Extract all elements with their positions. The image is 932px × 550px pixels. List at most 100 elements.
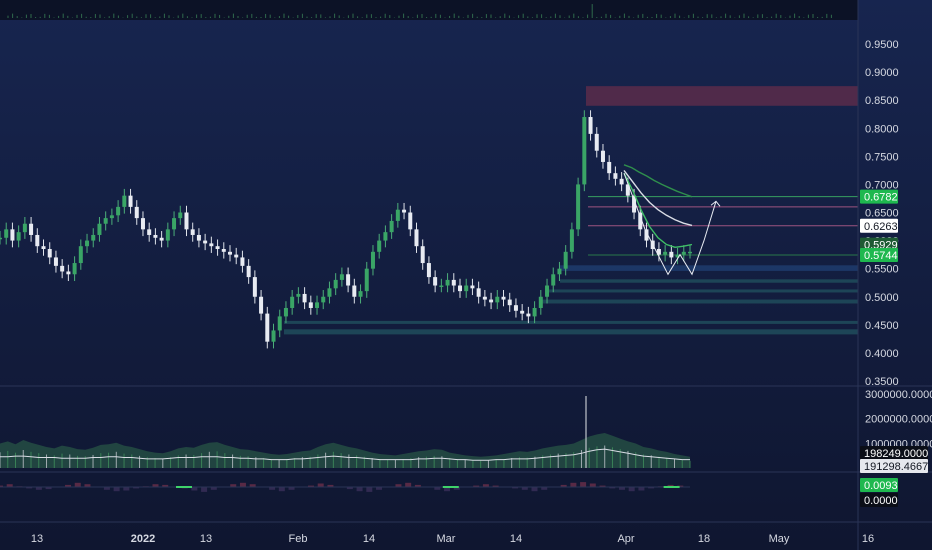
price-candle-body: [327, 288, 332, 297]
price-candle-body: [576, 184, 581, 230]
price-candle-body: [358, 291, 363, 297]
price-candle-body: [663, 251, 668, 255]
price-candle-body: [383, 232, 388, 241]
price-candle-body: [165, 229, 170, 241]
price-candle-body: [458, 285, 462, 292]
price-candle-body: [296, 293, 301, 297]
oscillator-pane[interactable]: [0, 482, 690, 492]
demand-zone: [284, 329, 858, 335]
price-candle-body: [35, 234, 40, 247]
price-pane[interactable]: [0, 110, 858, 349]
price-candle-body: [451, 279, 456, 286]
price-candle-body: [4, 229, 9, 238]
price-candle-body: [594, 133, 599, 151]
time-tick-label: Mar: [437, 533, 456, 545]
price-candle-body: [476, 288, 481, 297]
price-candle-body: [688, 251, 692, 254]
price-candle-body: [501, 296, 506, 300]
price-candle-body: [675, 254, 680, 258]
demand-zone: [560, 279, 858, 283]
price-last-badge: 0.5744: [864, 250, 898, 262]
price-candle-body: [495, 296, 500, 303]
time-axis[interactable]: 13 2022 13 Feb 14 Mar 14 Apr 18 May 16: [31, 533, 874, 545]
price-candle-body: [644, 229, 649, 241]
time-tick-label: Apr: [617, 533, 634, 545]
price-candle-body: [625, 184, 630, 196]
price-candle-body: [632, 195, 637, 213]
price-candle-body: [600, 150, 605, 162]
price-candle-body: [346, 274, 351, 286]
price-candle-body: [134, 206, 139, 219]
price-candle-body: [619, 178, 624, 185]
price-candle-body: [613, 173, 618, 179]
demand-zone: [540, 299, 858, 304]
price-candle-body: [53, 257, 58, 266]
price-candle-body: [91, 234, 96, 241]
price-candle-body: [638, 212, 643, 230]
price-candle-body: [681, 251, 686, 255]
moving-average-line: [623, 164, 693, 198]
price-tick-label: 0.3500: [865, 376, 899, 388]
price-candle-body: [246, 265, 251, 278]
price-candle-body: [184, 212, 189, 230]
price-current-badge-bg: [860, 189, 898, 204]
price-candle-body: [408, 212, 413, 230]
volume-ma-badge-bg: [860, 459, 928, 473]
price-candle-body: [178, 212, 183, 219]
price-candle-body: [526, 313, 531, 317]
top-volume-strip: [0, 0, 858, 20]
price-candle-body: [339, 274, 344, 280]
price-candle-body: [159, 237, 164, 241]
price-candle-body: [97, 223, 102, 235]
oscillator-value-badge: 0.0093: [864, 480, 898, 492]
price-tick-label: 0.5500: [865, 264, 899, 276]
oscillator-zero-badge: 0.0000: [864, 495, 898, 507]
price-candle-body: [669, 251, 674, 258]
price-candle-body: [215, 246, 220, 250]
price-candle-body: [128, 195, 133, 207]
price-axis[interactable]: 0.9500 0.9000 0.8500 0.8000 0.7500 0.7000 0.65…: [865, 39, 899, 388]
price-candle-body: [315, 302, 320, 308]
price-candle-body: [402, 209, 407, 213]
time-tick-label: 14: [363, 533, 375, 545]
price-candle-body: [283, 307, 288, 317]
volume-average-line: [0, 448, 690, 461]
price-candle-body: [370, 251, 375, 269]
oscillator-zero-badge-bg: [860, 493, 898, 507]
volume-ma-badge: 191298.4667: [864, 461, 928, 473]
price-tick-label: 0.9500: [865, 39, 899, 51]
price-candle-body: [78, 246, 83, 264]
price-candle-body: [29, 223, 34, 235]
price-tick-label: 0.8000: [865, 123, 899, 135]
price-candle-body: [153, 234, 158, 238]
price-candle-body: [545, 285, 550, 297]
price-candle-body: [321, 296, 326, 303]
price-candle-body: [122, 195, 127, 207]
price-candle-body: [333, 279, 338, 289]
price-candle-body: [234, 254, 239, 258]
projection-arrow-icon: [710, 200, 721, 207]
volume-pane[interactable]: [0, 396, 691, 468]
oscillator-value-badge-bg: [860, 478, 898, 492]
demand-zone: [560, 265, 858, 271]
price-candle-body: [532, 307, 537, 317]
volume-badge-bg: [860, 446, 928, 460]
price-candle-body: [364, 268, 369, 292]
price-candle-body: [103, 218, 108, 224]
price-candle-body: [228, 251, 232, 255]
price-candle-body: [16, 232, 21, 241]
price-candle-body: [308, 302, 313, 308]
moving-average-line: [623, 169, 693, 227]
price-candle-body: [439, 285, 444, 288]
price-zones: [284, 86, 858, 335]
price-candle-body: [464, 285, 469, 292]
price-candle-body: [302, 293, 307, 303]
price-candle-body: [41, 246, 46, 250]
time-tick-label: 2022: [131, 533, 155, 545]
price-candle-body: [240, 257, 245, 266]
price-candle-body: [352, 285, 357, 297]
supply-zone: [586, 86, 858, 106]
price-candle-body: [513, 305, 518, 311]
